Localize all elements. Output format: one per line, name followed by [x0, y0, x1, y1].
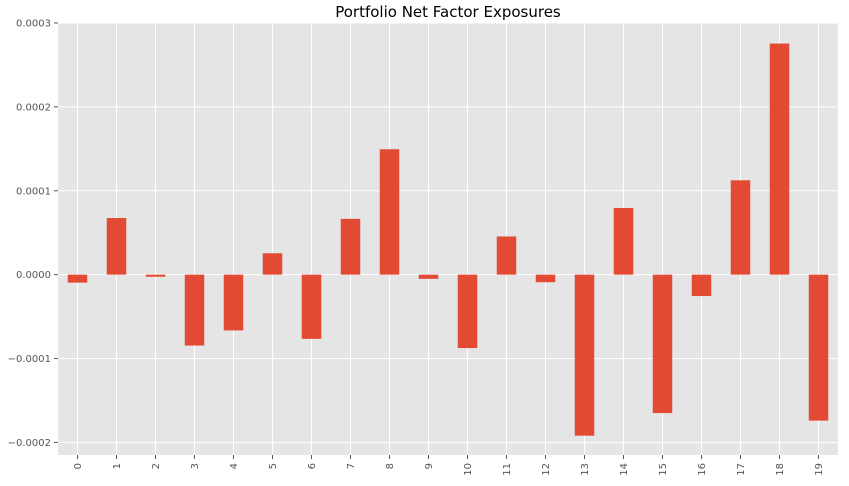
bar-3 — [184, 274, 205, 346]
bars — [67, 43, 829, 436]
y-tick-label: −0.0001 — [8, 354, 51, 365]
x-axis: 0 1 2 3 4 5 6 7 8 9 10 11 12 13 14 15 16 17 18 19 — [73, 455, 825, 476]
bar-10 — [457, 274, 478, 349]
x-tick-label: 9 — [424, 463, 435, 469]
bar-1 — [106, 218, 127, 275]
bar-19 — [808, 274, 829, 421]
x-tick-label: 6 — [307, 463, 318, 469]
x-tick-label: 8 — [385, 463, 396, 469]
x-tick-label: 14 — [619, 463, 630, 476]
y-tick-label: 0.0000 — [16, 270, 51, 281]
bar-16 — [691, 274, 712, 297]
plot-area — [58, 23, 838, 455]
y-tick-label: 0.0002 — [16, 102, 51, 113]
bar-18 — [769, 43, 790, 275]
y-tick-label: 0.0003 — [16, 19, 51, 30]
bar-11 — [496, 236, 517, 275]
x-tick-label: 12 — [541, 463, 552, 476]
bar-12 — [535, 274, 556, 283]
bar-4 — [223, 274, 244, 331]
bar-6 — [301, 274, 322, 339]
x-tick-label: 5 — [268, 463, 279, 469]
bar-14 — [613, 207, 634, 275]
x-tick-label: 18 — [775, 463, 786, 476]
y-tick-label: −0.0002 — [8, 438, 51, 449]
bar-8 — [379, 149, 400, 275]
chart-title: Portfolio Net Factor Exposures — [335, 3, 561, 21]
x-tick-label: 19 — [814, 463, 825, 476]
x-tick-label: 7 — [346, 463, 357, 469]
x-tick-label: 1 — [112, 463, 123, 469]
bar-2 — [145, 274, 166, 277]
bar-17 — [730, 180, 751, 275]
bar-15 — [652, 274, 673, 414]
bar-5 — [262, 253, 283, 275]
x-tick-label: 10 — [463, 463, 474, 476]
x-tick-label: 2 — [151, 463, 162, 469]
x-tick-label: 4 — [229, 463, 240, 469]
x-tick-label: 11 — [502, 463, 513, 476]
x-tick-label: 3 — [190, 463, 201, 469]
y-axis: −0.0002 −0.0001 0.0000 0.0001 0.0002 0.0003 — [8, 19, 58, 449]
y-tick-label: 0.0001 — [16, 186, 51, 197]
bar-9 — [418, 274, 439, 279]
x-tick-label: 13 — [580, 463, 591, 476]
bar-0 — [67, 274, 88, 283]
x-tick-label: 0 — [73, 463, 84, 469]
bar-13 — [574, 274, 595, 436]
x-tick-label: 15 — [658, 463, 669, 476]
x-tick-label: 17 — [736, 463, 747, 476]
bar-7 — [340, 218, 361, 275]
x-tick-label: 16 — [697, 463, 708, 476]
